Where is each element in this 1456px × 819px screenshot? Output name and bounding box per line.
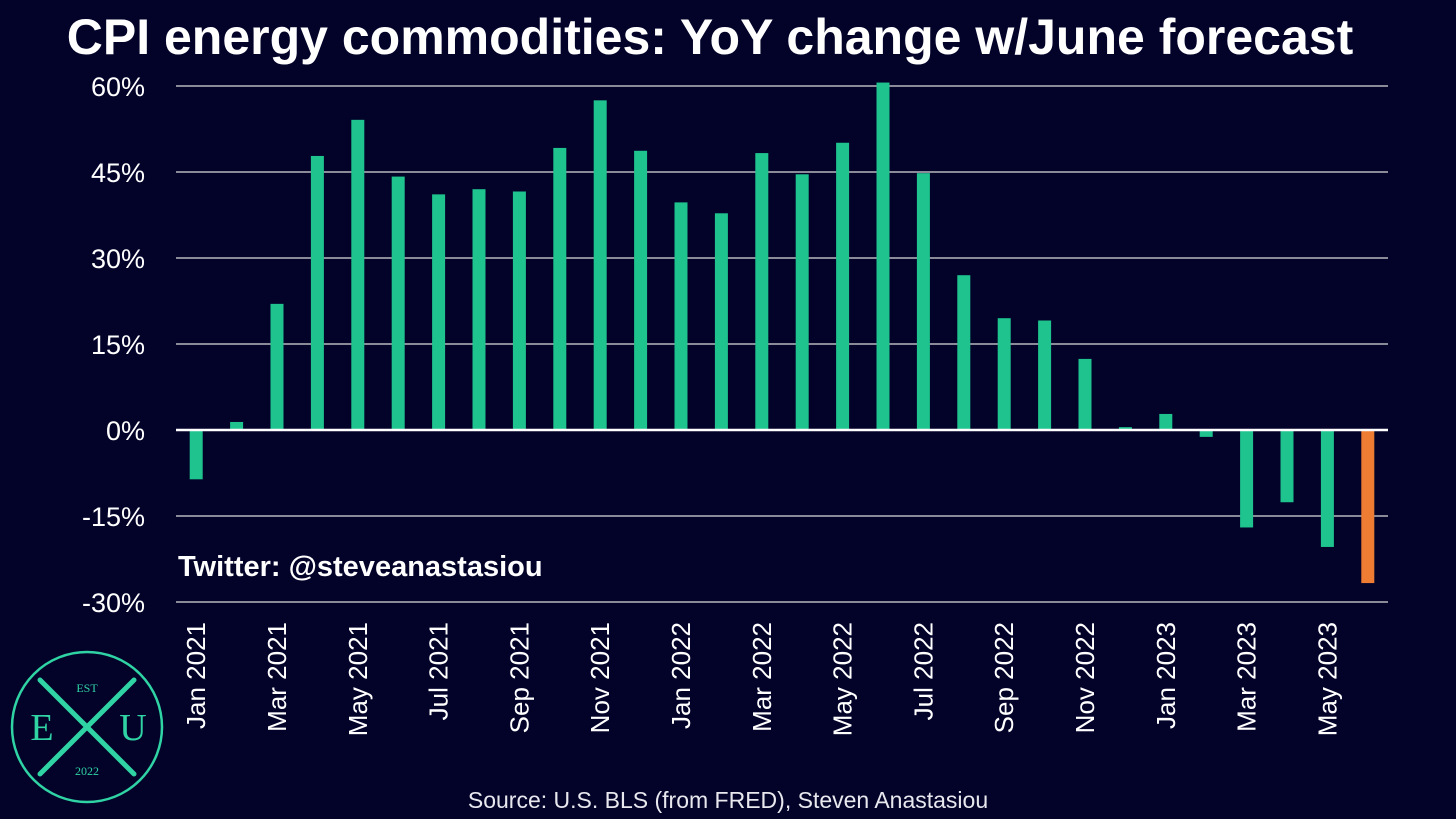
logo-ring: [10, 650, 164, 804]
bar: [1078, 358, 1092, 430]
logo-letter-e: E: [30, 707, 53, 749]
bar: [1159, 413, 1173, 430]
x-tick-label: May 2022: [828, 622, 858, 736]
x-tick-label: Jul 2021: [424, 622, 454, 720]
bar: [1240, 430, 1254, 528]
y-axis-tick-labels: 60% 45% 30% 15% 0% -15% -30%: [82, 72, 145, 618]
x-tick-label: Jan 2022: [666, 622, 696, 729]
bar: [230, 421, 244, 430]
logo-year-text: 2022: [75, 764, 99, 778]
chart-title: CPI energy commodities: YoY change w/Jun…: [66, 9, 1354, 65]
twitter-handle: Twitter: @steveanastasiou: [178, 551, 543, 583]
y-tick-label: -15%: [82, 502, 145, 532]
bar: [1038, 320, 1052, 430]
y-tick-label: 30%: [91, 244, 145, 274]
forecast-bar: [1361, 430, 1375, 584]
bar: [836, 142, 850, 430]
bar: [1320, 430, 1334, 547]
bar: [997, 318, 1011, 430]
bar: [1118, 427, 1132, 430]
x-tick-label: Sep 2022: [989, 622, 1019, 733]
bar: [351, 119, 365, 431]
bar: [755, 153, 769, 430]
bar: [714, 213, 728, 430]
bar: [593, 100, 607, 430]
y-tick-label: 15%: [91, 330, 145, 360]
x-tick-label: Mar 2021: [262, 622, 292, 732]
x-tick-label: May 2023: [1312, 622, 1342, 736]
bar: [270, 303, 284, 430]
logo-cross-line: [37, 677, 137, 777]
logo-est-text: EST: [76, 681, 98, 695]
bar: [472, 189, 486, 430]
x-tick-label: Jan 2021: [181, 622, 211, 729]
x-tick-label: Nov 2022: [1070, 622, 1100, 733]
x-tick-label: Mar 2022: [747, 622, 777, 732]
bar: [391, 176, 405, 430]
bar: [432, 194, 446, 430]
bar: [553, 147, 567, 431]
bar: [310, 155, 324, 431]
y-tick-label: -30%: [82, 588, 145, 618]
source-note: Source: U.S. BLS (from FRED), Steven Ana…: [467, 787, 989, 813]
bar: [512, 191, 526, 430]
bar: [189, 430, 203, 480]
bar: [795, 174, 809, 430]
y-tick-label: 60%: [91, 72, 145, 102]
x-tick-label: Jan 2023: [1151, 622, 1181, 729]
x-tick-label: Sep 2021: [504, 622, 534, 733]
y-tick-label: 0%: [106, 416, 145, 446]
gridlines: [176, 85, 1388, 603]
logo-letter-u: U: [119, 707, 146, 749]
bar: [1199, 430, 1213, 437]
bar: [634, 150, 648, 430]
x-tick-label: Nov 2021: [585, 622, 615, 733]
exu-logo: EST E U 2022: [10, 650, 164, 804]
x-tick-label: May 2021: [343, 622, 373, 736]
bar: [957, 275, 971, 430]
bar: [876, 82, 890, 430]
bar-series: [189, 82, 1375, 584]
bar: [1280, 430, 1294, 503]
x-tick-label: Mar 2023: [1232, 622, 1262, 732]
x-tick-label: Jul 2022: [908, 622, 938, 720]
x-axis-tick-labels: Jan 2021 Mar 2021 May 2021 Jul 2021 Sep 2021…: [181, 622, 1342, 736]
bar: [916, 173, 930, 430]
y-tick-label: 45%: [91, 158, 145, 188]
bar: [674, 202, 688, 430]
